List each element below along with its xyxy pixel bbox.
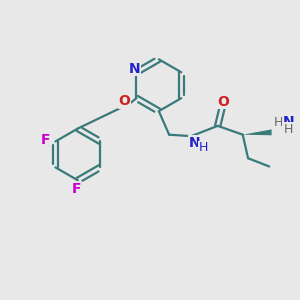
Text: N: N: [283, 115, 294, 129]
Text: F: F: [41, 133, 51, 147]
Text: O: O: [119, 94, 130, 108]
Text: N: N: [189, 136, 201, 150]
Polygon shape: [243, 129, 272, 135]
Text: H: H: [198, 141, 208, 154]
Text: F: F: [72, 182, 81, 196]
Text: H: H: [274, 116, 284, 128]
Text: H: H: [284, 123, 293, 136]
Text: N: N: [129, 62, 141, 76]
Text: O: O: [217, 95, 229, 109]
